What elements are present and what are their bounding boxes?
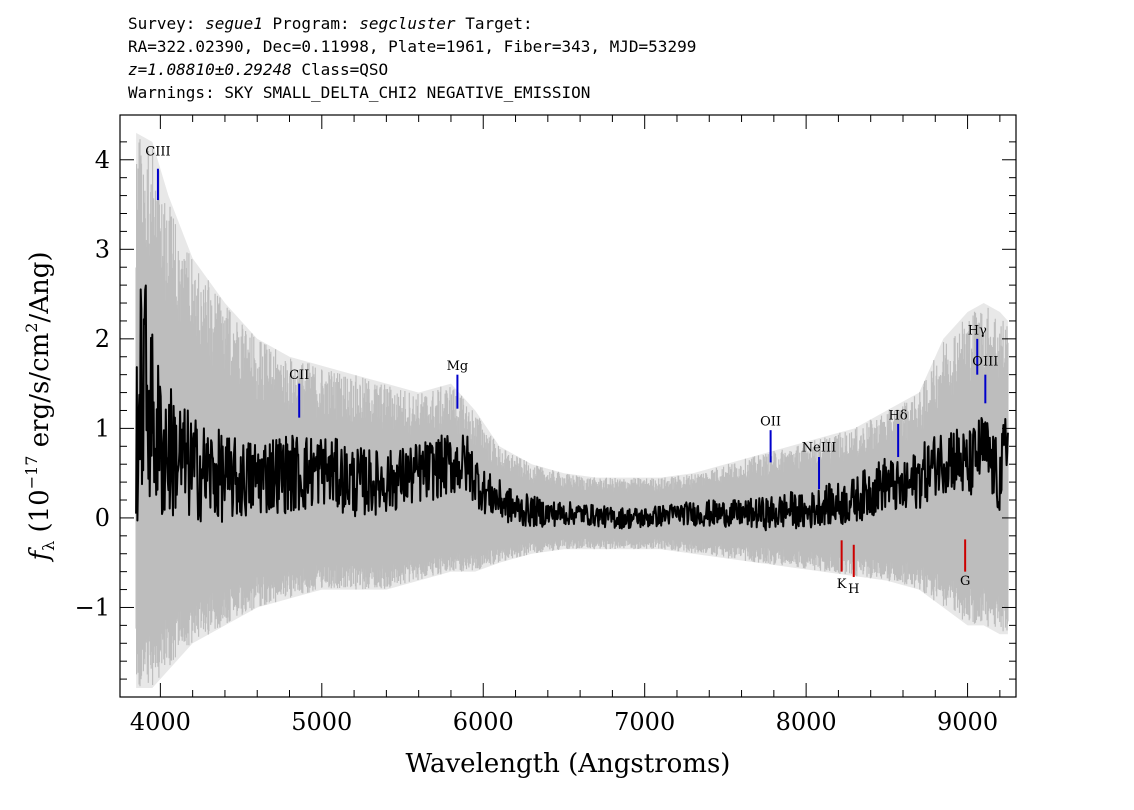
- line-marker-label: G: [960, 574, 970, 589]
- line-marker: NeIII: [802, 441, 836, 490]
- y-tick-label: −1: [75, 593, 110, 621]
- x-tick-label: 8000: [776, 708, 837, 736]
- line-marker-label: Hδ: [889, 408, 908, 423]
- line-marker: Mg: [447, 359, 469, 409]
- x-axis-title: Wavelength (Angstroms): [406, 749, 731, 779]
- axis-ticks: 4000 5000 6000 7000 8000 9000 −1 0 1 2 3 4: [75, 115, 1016, 736]
- line-marker-label: Mg: [447, 359, 469, 374]
- survey-value: segue1: [205, 14, 263, 33]
- redshift-value: z=1.08810±0.29248: [128, 60, 292, 79]
- error-band-layer: [135, 132, 1009, 688]
- plot-frame: [119, 114, 1017, 698]
- line-marker-label: CII: [289, 368, 309, 383]
- x-tick-label: 9000: [937, 708, 998, 736]
- y-tick-label: 3: [95, 235, 110, 263]
- target-label: Target:: [465, 14, 533, 33]
- line-marker-label: OII: [760, 415, 781, 430]
- line-marker-label: H: [848, 582, 859, 597]
- line-marker: Hγ: [968, 323, 987, 375]
- line-marker-label: CIII: [145, 144, 170, 159]
- line-marker: G: [960, 539, 970, 589]
- line-marker: K: [837, 540, 847, 592]
- header-line-warnings: Warnings: SKY SMALL_DELTA_CHI2 NEGATIVE_…: [128, 83, 591, 102]
- x-tick-label: 6000: [453, 708, 514, 736]
- flux-line: [135, 284, 1009, 532]
- line-marker: Hδ: [889, 408, 908, 458]
- line-marker: CII: [289, 368, 309, 418]
- y-tick-label: 0: [95, 504, 110, 532]
- y-axis-title: fλ (10−17 erg/s/cm2/Ang): [22, 251, 58, 562]
- line-marker-label: Hγ: [968, 323, 987, 338]
- program-value: segcluster: [359, 14, 456, 33]
- x-tick-label: 7000: [614, 708, 675, 736]
- line-marker: OIII: [972, 355, 998, 404]
- line-marker-label: NeIII: [802, 441, 836, 456]
- header-line-redshift: z=1.08810±0.29248 Class=QSO: [128, 58, 696, 81]
- line-marker-layer: CIII CII Mg OII NeIII Hδ Hγ OIII K H G: [145, 144, 998, 597]
- x-tick-label: 4000: [130, 708, 191, 736]
- y-axis-title-group: fλ (10−17 erg/s/cm2/Ang): [22, 251, 58, 562]
- error-band-envelope: [136, 132, 1008, 688]
- x-tick-label: 5000: [291, 708, 352, 736]
- line-marker: OII: [760, 415, 781, 463]
- program-label: Program:: [272, 14, 350, 33]
- y-tick-label: 2: [95, 325, 110, 353]
- class-value: Class=QSO: [301, 60, 389, 79]
- line-marker: H: [848, 544, 859, 597]
- survey-label: Survey:: [128, 14, 196, 33]
- line-marker: CIII: [145, 144, 171, 201]
- line-marker-label: OIII: [972, 355, 998, 370]
- y-tick-label: 1: [95, 414, 110, 442]
- header-line-coords: RA=322.02390, Dec=0.11998, Plate=1961, F…: [128, 37, 697, 56]
- flux-layer: [135, 284, 1009, 532]
- line-marker-label: K: [837, 577, 847, 592]
- header-line-survey: Survey: segue1 Program: segcluster Targe…: [128, 12, 696, 35]
- y-tick-label: 4: [95, 146, 110, 174]
- spectrum-header: Survey: segue1 Program: segcluster Targe…: [128, 12, 696, 104]
